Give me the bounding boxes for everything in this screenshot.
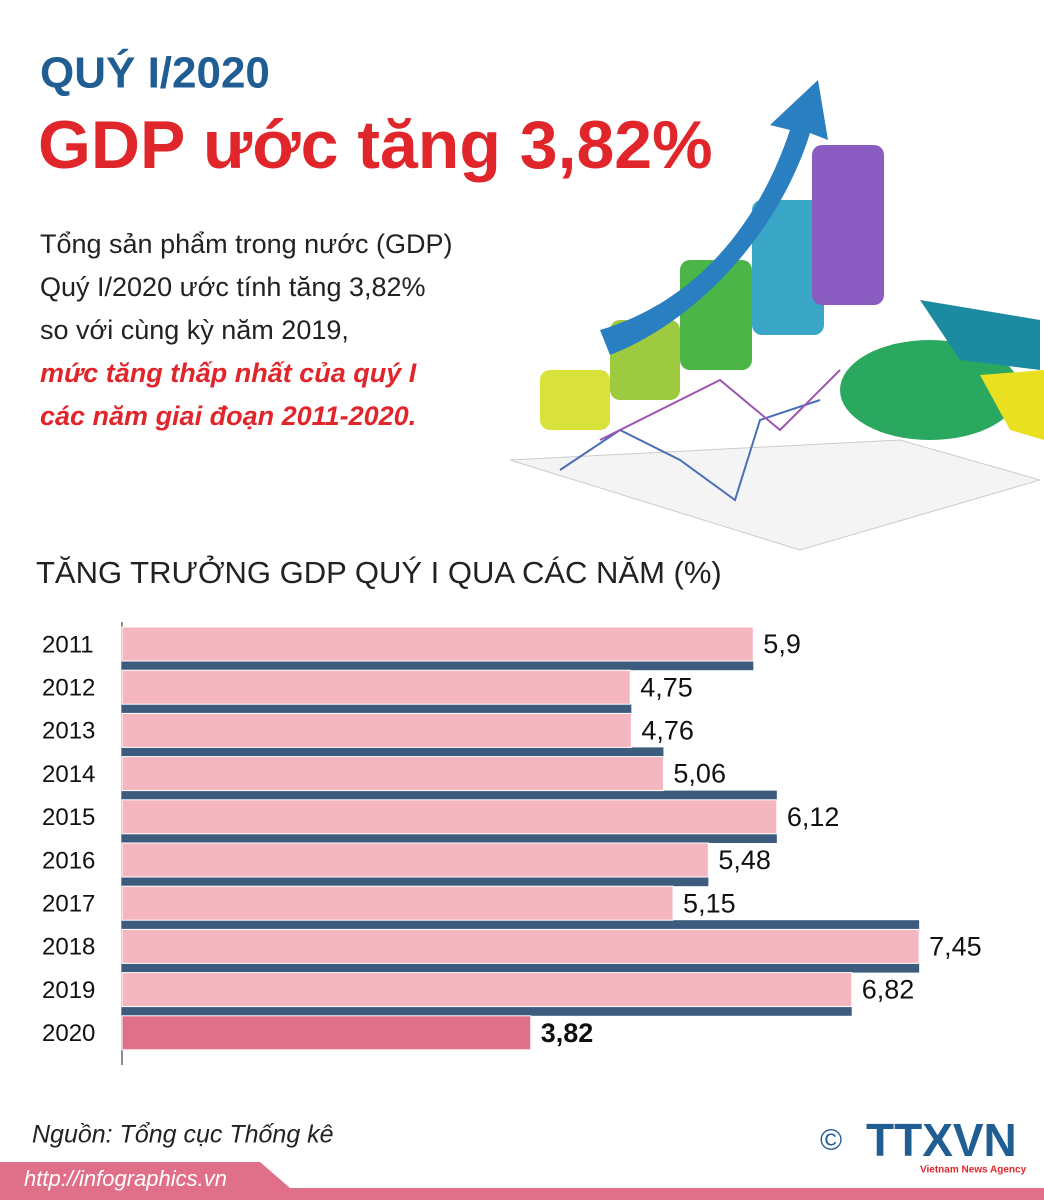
footer-band	[0, 1162, 1044, 1200]
bar	[121, 669, 631, 705]
chart-title: TĂNG TRƯỞNG GDP QUÝ I QUA CÁC NĂM (%)	[36, 554, 722, 590]
pie	[840, 340, 1020, 440]
bar-gap	[122, 661, 754, 671]
category-label: 2017	[42, 891, 95, 918]
bar	[121, 885, 674, 921]
bar	[121, 1015, 532, 1051]
value-label: 3,82	[541, 1018, 594, 1048]
body-line: Tổng sản phẩm trong nước (GDP)	[40, 229, 452, 259]
category-label: 2019	[42, 977, 95, 1004]
bar-gap	[122, 790, 777, 800]
value-label: 5,9	[763, 629, 801, 659]
value-label: 4,76	[641, 716, 694, 746]
cube	[812, 145, 884, 305]
bar	[121, 756, 664, 792]
doodle-line	[559, 399, 821, 502]
illustration	[509, 80, 1044, 551]
category-label: 2016	[42, 847, 95, 874]
bar	[121, 928, 920, 964]
logo: TTXVN	[866, 1114, 1017, 1166]
value-label: 7,45	[929, 932, 982, 962]
source: Nguồn: Tổng cục Thống kê	[32, 1121, 334, 1149]
bar-gap	[122, 704, 632, 714]
category-label: 2020	[42, 1020, 95, 1047]
category-label: 2011	[42, 631, 94, 658]
doodle-line	[599, 369, 841, 441]
value-label: 6,12	[787, 802, 840, 832]
bar	[121, 842, 709, 878]
url: http://infographics.vn	[24, 1166, 227, 1191]
copyright: ©	[820, 1124, 842, 1157]
category-label: 2013	[42, 718, 95, 745]
kicker: QUÝ I/2020	[40, 48, 270, 98]
value-label: 5,06	[673, 759, 726, 789]
bar-gap	[122, 920, 920, 930]
value-label: 4,75	[640, 672, 693, 702]
highlight-line: mức tăng thấp nhất của quý I	[40, 358, 417, 388]
category-label: 2015	[42, 804, 95, 831]
bar-gap	[122, 833, 777, 843]
bar-gap	[122, 963, 920, 973]
cube	[540, 370, 610, 430]
bar-gap	[122, 1006, 852, 1016]
bar-gap	[122, 747, 664, 757]
bar	[121, 972, 853, 1008]
paper	[509, 439, 1042, 551]
bar	[121, 712, 632, 748]
bars: 5,9 2011 4,75 2012 4,76 2013 5,06 2014 6,12 2015 5…	[42, 626, 982, 1051]
category-label: 2012	[42, 675, 95, 702]
value-label: 5,48	[718, 845, 771, 875]
highlight-line: các năm giai đoạn 2011-2020.	[40, 401, 416, 431]
arrow	[600, 80, 828, 355]
body-line: Quý I/2020 ước tính tăng 3,82%	[40, 272, 426, 302]
category-label: 2014	[42, 761, 95, 788]
headline: GDP ước tăng 3,82%	[38, 107, 713, 183]
body-line: so với cùng kỳ năm 2019,	[40, 315, 349, 345]
pie-slice	[980, 370, 1044, 440]
bar	[121, 626, 754, 662]
category-label: 2018	[42, 934, 95, 961]
pie-slice	[920, 300, 1040, 370]
value-label: 6,82	[862, 975, 915, 1005]
cube	[752, 200, 824, 335]
agency: Vietnam News Agency	[920, 1165, 1027, 1176]
bar-gap	[122, 877, 709, 887]
value-label: 5,15	[683, 888, 736, 918]
bar	[121, 799, 778, 835]
